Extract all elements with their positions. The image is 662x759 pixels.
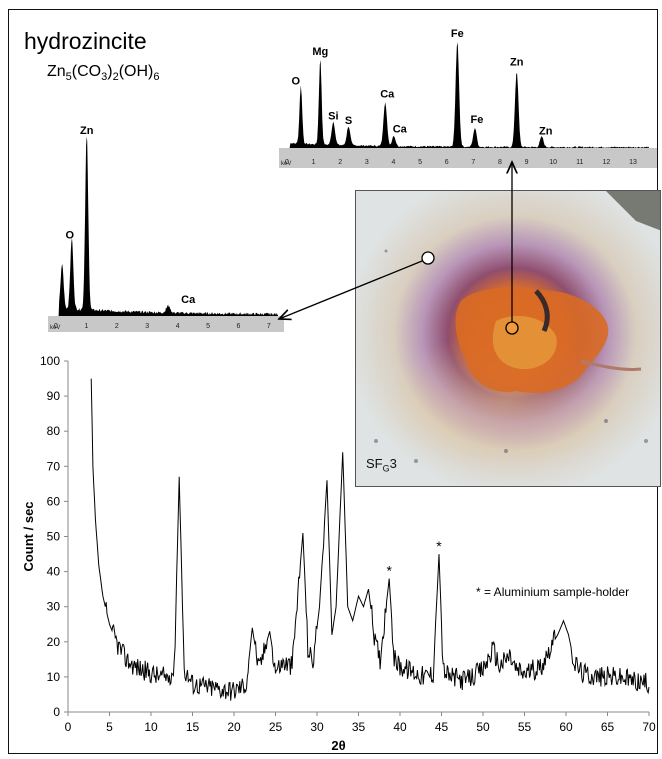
eds-tick-label: 2 — [338, 159, 342, 166]
eds-spectrum-white-spot: 0 1 2 3 4 5 6 7 keV O Zn Ca — [44, 110, 284, 332]
y-axis-label: Count / sec — [21, 501, 36, 571]
asterisk-peak-mark: * — [386, 563, 392, 579]
formula-sub: 5 — [65, 71, 72, 84]
eds-tick-label: 1 — [84, 323, 88, 330]
x-tick-label: 55 — [518, 720, 532, 734]
x-tick-label: 0 — [65, 720, 72, 734]
y-tick-label: 30 — [47, 600, 61, 614]
x-tick-label: 30 — [310, 720, 324, 734]
x-tick-label: 10 — [144, 720, 158, 734]
y-tick-label: 20 — [47, 635, 61, 649]
eds-tick-label: 5 — [206, 323, 210, 330]
eds-tick-label: 4 — [392, 159, 396, 166]
eds-axis-unit: keV — [281, 161, 291, 167]
eds-tick-label: 12 — [603, 159, 611, 166]
sample-label-tail: 3 — [389, 456, 397, 472]
y-tick-label: 70 — [47, 459, 61, 473]
y-tick-label: 10 — [47, 670, 61, 684]
eds-tick-label: 7 — [267, 323, 271, 330]
y-tick-label: 80 — [47, 424, 61, 438]
x-tick-label: 65 — [601, 720, 615, 734]
eds-tick-label: 6 — [237, 323, 241, 330]
formula-part: (CO — [71, 63, 102, 80]
sample-photo-image — [356, 191, 660, 486]
eds-peak-label: Zn — [539, 125, 553, 137]
arrows-overlay — [9, 10, 519, 335]
sample-label-main: SF — [366, 456, 383, 472]
y-tick-label: 0 — [53, 705, 60, 719]
x-tick-label: 35 — [352, 720, 366, 734]
eds-tick-label: 1 — [312, 159, 316, 166]
formula-part: ) — [107, 63, 113, 80]
formula-part: (OH) — [118, 63, 154, 80]
formula-sub: 3 — [101, 71, 108, 84]
x-tick-label: 70 — [642, 720, 656, 734]
xrd-pattern-line — [90, 378, 650, 701]
eds-peak-label: Mg — [312, 46, 328, 58]
white-spot-marker — [421, 251, 435, 265]
arrow-white-to-left-spectrum — [279, 258, 428, 319]
eds-tick-label: 6 — [445, 159, 449, 166]
eds-axis-unit: keV — [50, 325, 60, 331]
chemical-formula: Zn5(CO3)2(OH)6 — [47, 63, 159, 83]
orange-spot-marker — [505, 321, 519, 335]
eds-tick-label: 0 — [285, 159, 289, 166]
eds-peak-label: Si — [328, 111, 338, 123]
x-tick-label: 15 — [186, 720, 200, 734]
sample-photo: SFG3 — [355, 190, 661, 487]
y-tick-label: 40 — [47, 565, 61, 579]
y-tick-label: 50 — [47, 530, 61, 544]
eds-tick-label: 11 — [576, 159, 583, 166]
eds-peak-label: Ca — [393, 123, 408, 135]
eds-tick-label: 8 — [498, 159, 502, 166]
y-tick-label: 90 — [47, 389, 61, 403]
eds-peak-label: O — [292, 76, 301, 88]
sample-label-sub: G — [382, 464, 390, 474]
eds-peak-label: Zn — [510, 57, 524, 69]
xrd-chart: 0 10 20 30 40 50 60 70 80 90 100 0 5 10 15 20 25 30 35 40 45… — [21, 354, 656, 753]
x-tick-label: 60 — [559, 720, 573, 734]
mineral-name: hydrozincite — [24, 28, 147, 54]
eds-tick-label: 5 — [418, 159, 422, 166]
x-tick-label: 20 — [227, 720, 241, 734]
eds-tick-label: 13 — [629, 159, 637, 166]
eds-peak-label: Fe — [451, 28, 464, 40]
x-tick-label: 5 — [106, 720, 113, 734]
eds-tick-label: 4 — [176, 323, 180, 330]
eds-tick-label: 3 — [145, 323, 149, 330]
eds-tick-label: 2 — [115, 323, 119, 330]
eds-spectrum-orange-spot: 0 1 2 3 4 5 6 7 8 9 10 11 12 13 keV O Mg Si S Ca Ca Fe Fe Zn Zn — [267, 20, 657, 170]
eds-peak-label: Fe — [470, 114, 483, 126]
eds-tick-label: 9 — [525, 159, 529, 166]
eds-tick-label: 3 — [365, 159, 369, 166]
x-tick-label: 50 — [476, 720, 490, 734]
eds-peak-label: Zn — [80, 125, 94, 137]
y-tick-label: 100 — [40, 354, 60, 368]
x-tick-label: 25 — [269, 720, 283, 734]
asterisk-peak-mark: * — [436, 538, 442, 554]
eds-peak-label: O — [66, 230, 75, 242]
y-tick-label: 60 — [47, 494, 61, 508]
eds-axis-bar — [48, 316, 284, 332]
eds-axis-bar — [279, 148, 657, 168]
eds-left-svg: 0 1 2 3 4 5 6 7 keV O Zn Ca — [48, 125, 284, 332]
formula-sub: 2 — [112, 71, 119, 84]
formula-sub: 6 — [153, 71, 160, 84]
eds-tick-label: 7 — [471, 159, 475, 166]
x-tick-label: 45 — [435, 720, 449, 734]
x-axis-label: 2θ — [331, 738, 345, 753]
eds-peak-label: Ca — [181, 294, 196, 306]
asterisk-annotation: * = Aluminium sample-holder — [476, 585, 630, 599]
eds-tick-label: 0 — [54, 323, 58, 330]
eds-peak-label: S — [345, 115, 352, 127]
formula-part: Zn — [47, 63, 66, 80]
x-tick-label: 40 — [393, 720, 407, 734]
figure-frame: hydrozincite Zn5(CO3)2(OH)6 0 1 2 3 4 5 6 7 8 9 10… — [8, 9, 661, 754]
sample-label: SFG3 — [366, 456, 397, 474]
eds-tick-label: 10 — [549, 159, 557, 166]
eds-peak-label: Ca — [380, 88, 395, 100]
